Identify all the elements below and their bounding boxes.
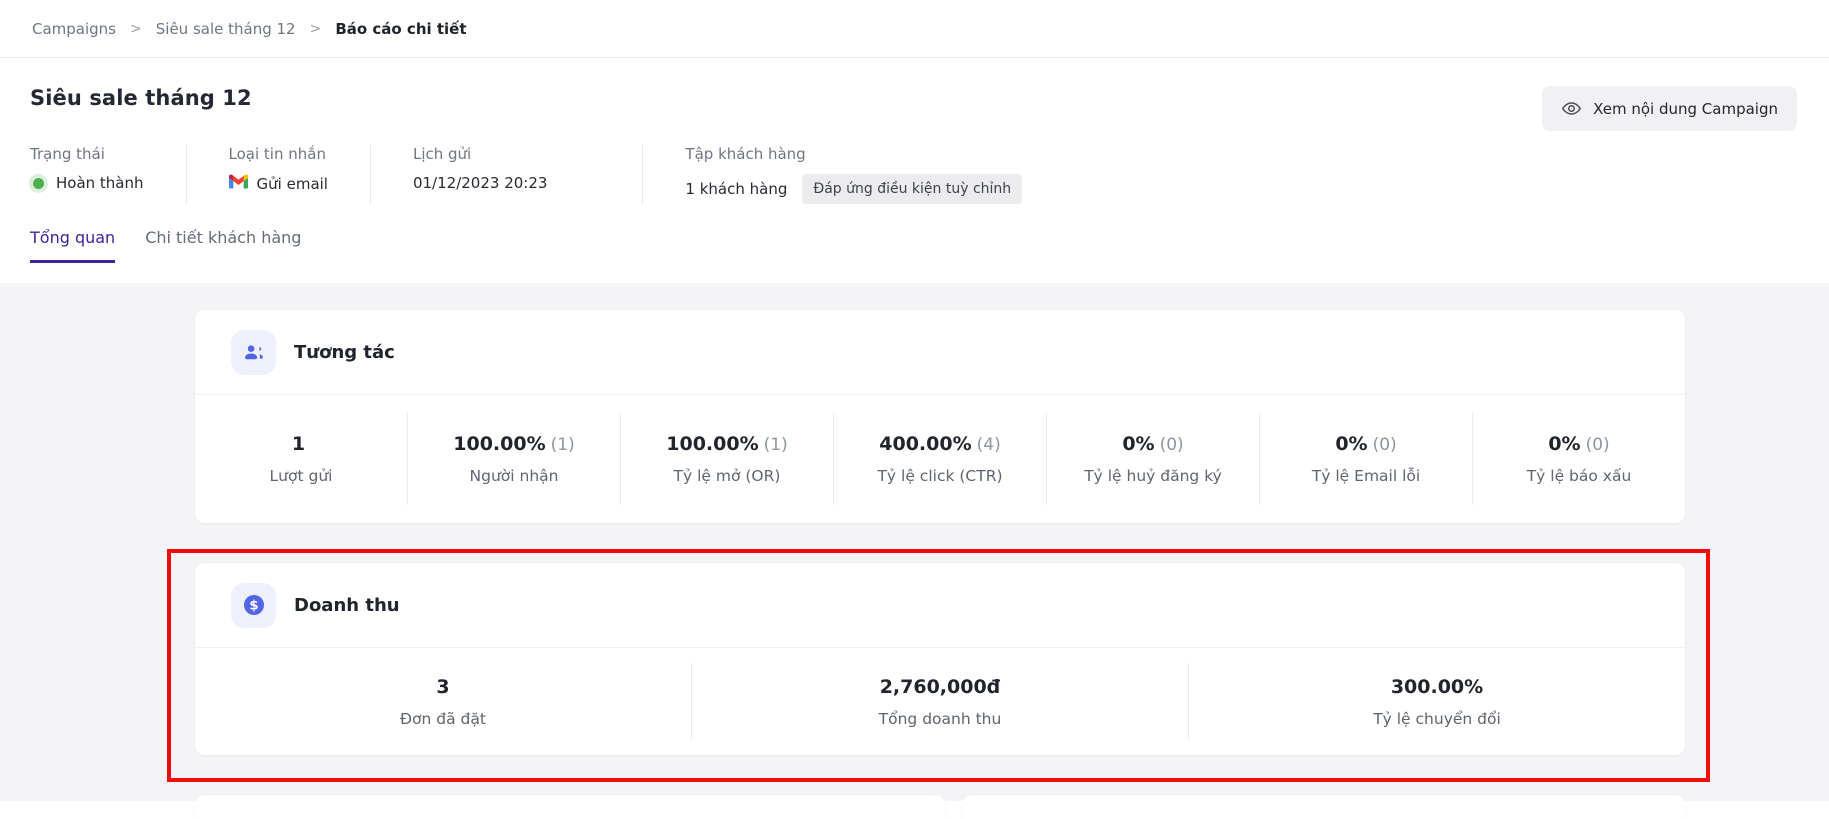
meta-audience: Tập khách hàng 1 khách hàng Đáp ứng điều…	[685, 145, 1064, 204]
campaign-header: Siêu sale tháng 12 Xem nội dung Campaign…	[0, 58, 1829, 283]
audience-condition-badge: Đáp ứng điều kiện tuỳ chỉnh	[802, 174, 1023, 204]
tab-overview[interactable]: Tổng quan	[30, 228, 116, 263]
top-bar: Campaigns > Siêu sale tháng 12 > Báo cáo…	[0, 0, 1829, 58]
next-card-left-stub	[195, 795, 945, 819]
meta-message-type-value: Gửi email	[256, 174, 328, 193]
gmail-icon	[228, 174, 248, 193]
breadcrumb-campaign-name[interactable]: Siêu sale tháng 12	[155, 19, 296, 38]
page-title: Siêu sale tháng 12	[30, 86, 252, 110]
stat-orders: 3 Đơn đã đặt	[195, 662, 692, 741]
revenue-card: $ Doanh thu 3 Đơn đã đặt 2,760,000đ Tổng…	[195, 563, 1685, 755]
stat-click-rate: 400.00% (4) Tỷ lệ click (CTR)	[834, 412, 1047, 506]
meta-audience-value: 1 khách hàng	[685, 180, 788, 198]
stat-open-rate: 100.00% (1) Tỷ lệ mở (OR)	[621, 412, 834, 506]
stat-spam-report-rate: 0% (0) Tỷ lệ báo xấu	[1526, 433, 1632, 485]
eye-icon	[1561, 98, 1582, 119]
users-icon	[231, 329, 276, 375]
svg-text:$: $	[249, 598, 258, 614]
meta-message-type-label: Loại tin nhắn	[228, 145, 326, 163]
tab-customer-detail[interactable]: Chi tiết khách hàng	[145, 228, 302, 247]
interaction-card: Tương tác 1 Lượt gửi 100.00% (1) Người nh…	[195, 310, 1685, 523]
interaction-stats: 1 Lượt gửi 100.00% (1) Người nhận 100.00%…	[195, 395, 1685, 523]
stat-recipients: 100.00% (1) Người nhận	[408, 412, 621, 506]
campaign-meta: Trạng thái Hoàn thành Loại tin nhắn	[0, 137, 1829, 204]
breadcrumb: Campaigns > Siêu sale tháng 12 > Báo cáo…	[32, 20, 467, 38]
breadcrumb-separator: >	[309, 20, 322, 37]
breadcrumb-current-page: Báo cáo chi tiết	[335, 19, 467, 38]
stat-unsubscribe-rate: 0% (0) Tỷ lệ huỷ đăng ký	[1047, 412, 1260, 506]
meta-audience-label: Tập khách hàng	[685, 145, 806, 163]
view-campaign-button-label: Xem nội dung Campaign	[1593, 99, 1778, 118]
status-dot-green	[33, 177, 44, 189]
stat-sent: 1 Lượt gửi	[195, 412, 408, 506]
view-campaign-button[interactable]: Xem nội dung Campaign	[1542, 86, 1797, 131]
meta-status: Trạng thái Hoàn thành	[30, 145, 187, 204]
meta-status-value: Hoàn thành	[56, 174, 144, 192]
meta-message-type: Loại tin nhắn Gửi email	[229, 145, 371, 204]
revenue-stats: 3 Đơn đã đặt 2,760,000đ Tổng doanh thu 3…	[195, 648, 1685, 755]
interaction-card-title: Tương tác	[294, 341, 395, 363]
report-tabs: Tổng quan Chi tiết khách hàng	[0, 228, 1829, 263]
next-card-right-stub	[962, 795, 1685, 819]
meta-schedule: Lịch gửi 01/12/2023 20:23	[412, 145, 644, 204]
stat-email-error-rate: 0% (0) Tỷ lệ Email lỗi	[1260, 412, 1473, 506]
stat-total-revenue: 2,760,000đ Tổng doanh thu	[692, 662, 1189, 741]
breadcrumb-campaigns[interactable]: Campaigns	[32, 19, 117, 38]
meta-schedule-label: Lịch gửi	[412, 145, 472, 163]
meta-schedule-value: 01/12/2023 20:23	[412, 174, 548, 192]
stat-conversion-rate: 300.00% Tỷ lệ chuyển đổi	[1373, 675, 1501, 728]
breadcrumb-separator: >	[130, 20, 142, 37]
meta-status-label: Trạng thái	[30, 145, 105, 163]
dollar-coin-icon: $	[231, 582, 276, 628]
revenue-card-title: Doanh thu	[294, 594, 400, 616]
report-content: Tương tác 1 Lượt gửi 100.00% (1) Người nh…	[0, 283, 1829, 819]
